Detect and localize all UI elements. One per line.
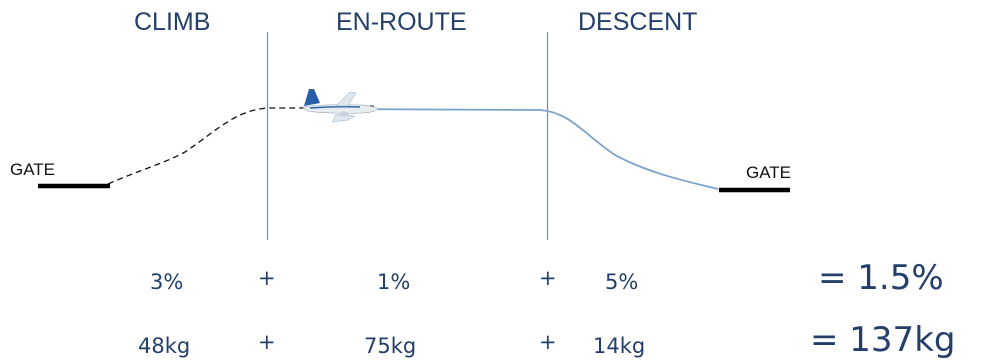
phase-label-descent: DESCENT xyxy=(578,8,698,36)
climb-percent: 3% xyxy=(150,270,184,294)
enroute-weight: 75kg xyxy=(364,334,417,358)
weight-plus-1: + xyxy=(258,330,276,354)
descent-percent: 5% xyxy=(605,270,639,294)
total-percent: = 1.5% xyxy=(818,258,944,298)
departure-gate-label: GATE xyxy=(10,160,56,179)
phase-label-enroute: EN-ROUTE xyxy=(336,8,467,36)
total-weight: = 137kg xyxy=(810,320,956,360)
weight-plus-2: + xyxy=(539,330,557,354)
percent-plus-2: + xyxy=(539,266,557,290)
cruise-descent-path xyxy=(334,108,719,190)
arrival-gate-label: GATE xyxy=(746,163,792,182)
phase-label-climb: CLIMB xyxy=(134,8,211,36)
climb-cruise-path xyxy=(107,107,370,185)
percent-plus-1: + xyxy=(258,266,276,290)
enroute-percent: 1% xyxy=(377,270,411,294)
climb-weight: 48kg xyxy=(138,334,191,358)
airplane-icon xyxy=(301,89,379,123)
descent-weight: 14kg xyxy=(593,334,646,358)
